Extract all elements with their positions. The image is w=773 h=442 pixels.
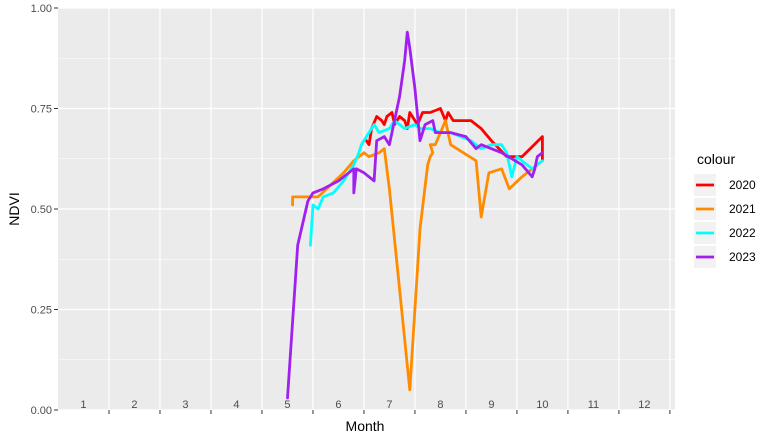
x-tick-label: 12: [638, 399, 650, 411]
grid-major: [58, 7, 675, 411]
series-layer: [286, 30, 544, 400]
x-tick-label: 9: [488, 399, 494, 411]
legend-label-2020: 2020: [729, 178, 756, 192]
x-tick-label: 10: [536, 399, 548, 411]
legend-label-2023: 2023: [729, 250, 756, 264]
x-tick-label: 3: [182, 399, 188, 411]
x-tick-label: 7: [386, 399, 392, 411]
x-tick-label: 5: [284, 399, 290, 411]
grid-minor: [58, 57, 675, 361]
x-axis-ticks: [108, 410, 671, 414]
y-tick-label: 1.00: [31, 3, 52, 15]
y-axis: 0.00 0.25 0.50 0.75 1.00: [31, 3, 58, 417]
x-tick-label: 11: [588, 399, 599, 411]
x-tick-label: 1: [80, 399, 86, 411]
x-axis-title: Month: [346, 418, 385, 434]
x-tick-label: 8: [437, 399, 443, 411]
x-tick-label: 4: [233, 399, 239, 411]
x-tick-label: 6: [335, 399, 341, 411]
legend-title: colour: [697, 151, 735, 167]
series-line-2021: [291, 119, 544, 392]
series-line-2023: [286, 30, 544, 400]
y-tick-label: 0.75: [31, 104, 52, 116]
y-tick-label: 0.25: [31, 305, 52, 317]
x-tick-labels: 1 2 3 4 5 6 7 8 9 10 11 12: [80, 399, 650, 411]
legend-label-2021: 2021: [729, 202, 756, 216]
legend-label-2022: 2022: [729, 226, 756, 240]
y-tick-label: 0.50: [31, 204, 52, 216]
y-axis-title: NDVI: [6, 192, 22, 225]
x-tick-label: 2: [131, 399, 137, 411]
legend: colour 2020 2021 2022 2023: [694, 151, 756, 268]
y-tick-label: 0.00: [31, 405, 52, 417]
